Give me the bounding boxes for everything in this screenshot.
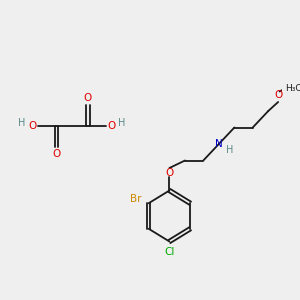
Text: O: O	[52, 148, 61, 159]
Text: H₃C: H₃C	[285, 84, 300, 93]
Text: N: N	[215, 139, 223, 149]
Text: O: O	[165, 167, 174, 178]
Text: Cl: Cl	[164, 247, 175, 257]
Text: H: H	[226, 145, 233, 155]
Text: H: H	[118, 118, 126, 128]
Text: O: O	[274, 90, 283, 100]
Text: H: H	[18, 118, 26, 128]
Text: O: O	[83, 93, 92, 103]
Text: Br: Br	[130, 194, 142, 204]
Text: O: O	[28, 121, 37, 131]
Text: O: O	[107, 121, 116, 131]
